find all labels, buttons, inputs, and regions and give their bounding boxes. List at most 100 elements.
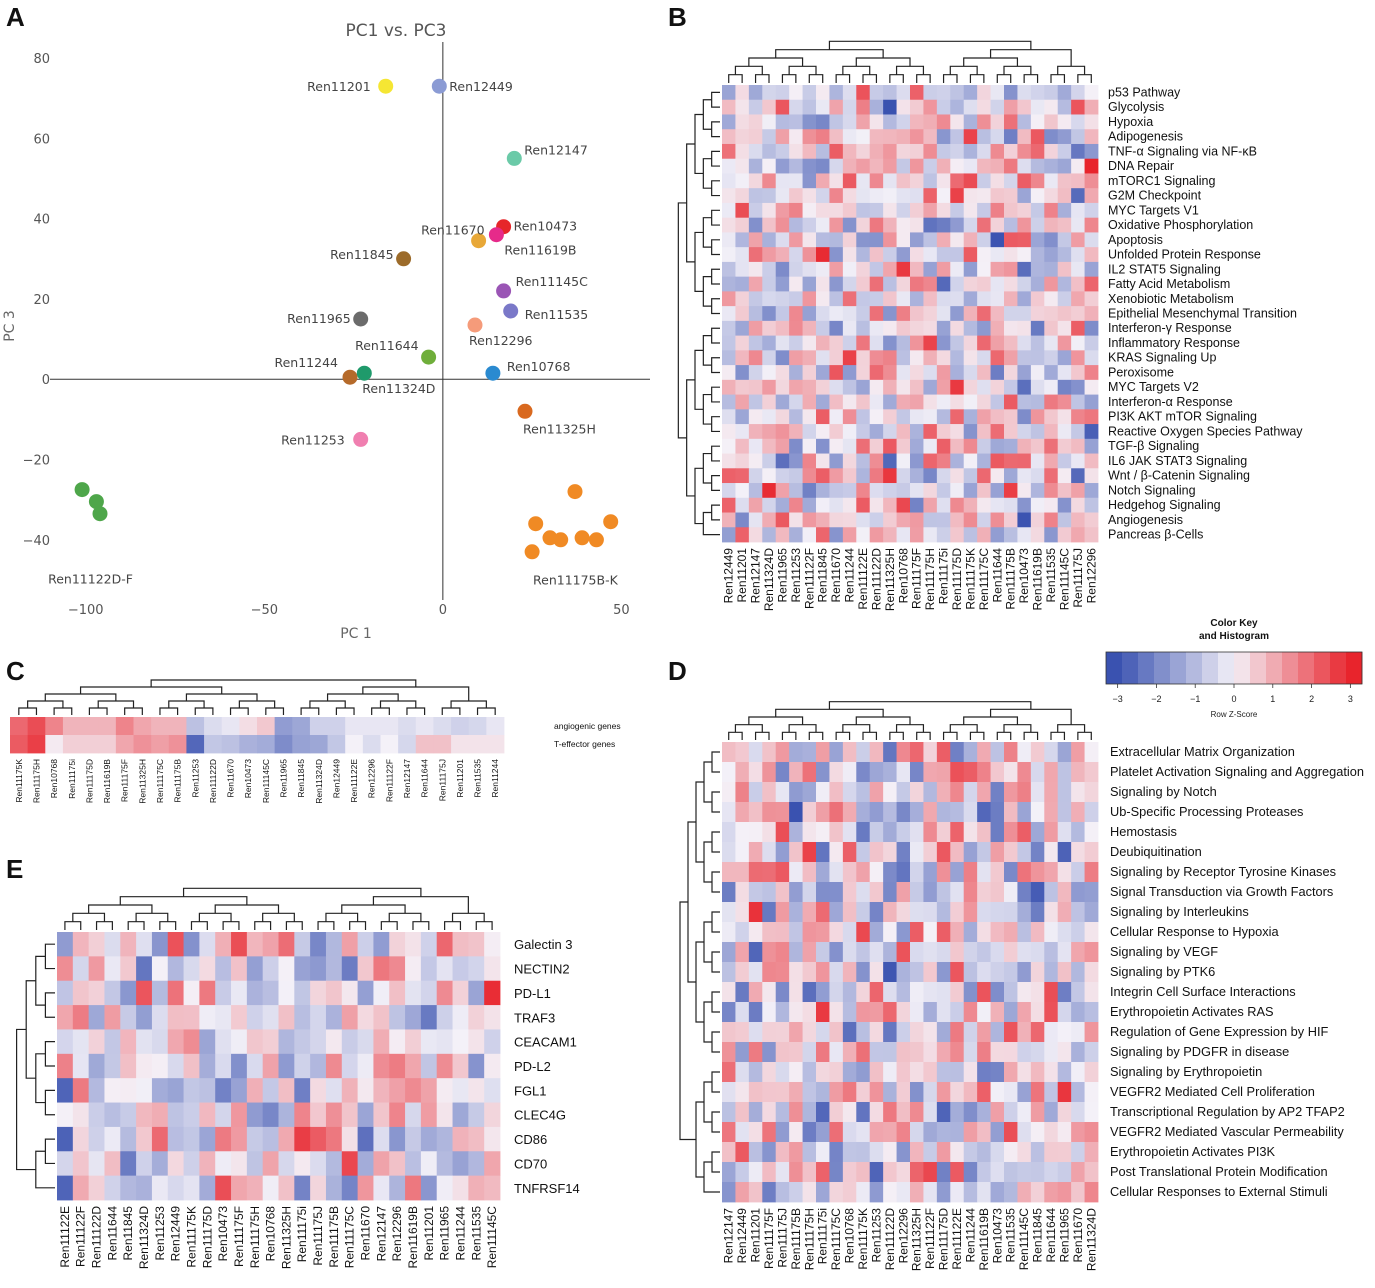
signature-col-label: Ren11175H bbox=[31, 759, 41, 803]
hallmark-cell bbox=[1004, 350, 1018, 366]
hallmark-cell bbox=[990, 158, 1005, 174]
reactome-cell bbox=[722, 1062, 736, 1083]
hallmark-row-label: Apoptosis bbox=[1108, 233, 1163, 247]
reactome-cell bbox=[748, 762, 763, 783]
hallmark-cell bbox=[829, 261, 844, 278]
hallmark-row-dendro-branch bbox=[711, 209, 720, 226]
reactome-cell bbox=[789, 902, 803, 923]
signature-col-label: Ren11175D bbox=[84, 759, 94, 803]
signature-col-label: Ren11965 bbox=[278, 759, 288, 798]
checkpoint-cell bbox=[405, 1175, 422, 1201]
reactome-col-label: Ren11845 bbox=[1031, 1208, 1045, 1263]
hallmark-cell bbox=[1004, 424, 1018, 440]
hallmark-cell bbox=[775, 114, 790, 130]
checkpoint-col-dendro-branch bbox=[254, 921, 272, 930]
reactome-cell bbox=[802, 1182, 817, 1203]
reactome-cell bbox=[816, 962, 830, 983]
signature-cell bbox=[168, 717, 187, 736]
hallmark-cell bbox=[1044, 143, 1059, 160]
checkpoint-cell bbox=[231, 1053, 248, 1079]
reactome-cell bbox=[762, 1042, 777, 1063]
hallmark-cell bbox=[829, 202, 844, 219]
hallmark-cell bbox=[950, 114, 965, 130]
reactome-cell bbox=[842, 842, 857, 863]
reactome-cell bbox=[789, 762, 803, 783]
hallmark-cell bbox=[775, 379, 790, 395]
hallmark-cell bbox=[950, 497, 965, 513]
hallmark-cell bbox=[869, 217, 884, 233]
checkpoint-cell bbox=[310, 1102, 327, 1128]
reactome-cell bbox=[762, 1102, 777, 1123]
hallmark-cell bbox=[1071, 129, 1085, 145]
reactome-cell bbox=[950, 782, 965, 803]
color-key-tick-label: −3 bbox=[1113, 694, 1123, 704]
reactome-cell bbox=[856, 742, 871, 763]
reactome-col-dendro-branch bbox=[788, 724, 817, 733]
reactome-cell bbox=[950, 962, 965, 983]
reactome-cell bbox=[1017, 942, 1032, 963]
reactome-cell bbox=[775, 902, 790, 923]
hallmark-cell bbox=[775, 232, 790, 248]
reactome-cell bbox=[816, 1042, 830, 1063]
checkpoint-cell bbox=[294, 1005, 311, 1030]
reactome-cell bbox=[883, 942, 897, 963]
reactome-cell bbox=[1057, 802, 1072, 823]
signature-cell bbox=[309, 735, 328, 754]
hallmark-cell bbox=[748, 85, 763, 101]
checkpoint-cell bbox=[88, 1078, 105, 1103]
reactome-cell bbox=[896, 962, 911, 983]
hallmark-cell bbox=[883, 99, 897, 115]
reactome-cell bbox=[923, 1162, 938, 1183]
hallmark-cell bbox=[1030, 129, 1045, 145]
reactome-cell bbox=[856, 822, 871, 843]
reactome-cell bbox=[1044, 1002, 1059, 1023]
hallmark-row-dendro-branch bbox=[711, 416, 720, 433]
checkpoint-cell bbox=[341, 980, 359, 1006]
pca-xtick-label: 0 bbox=[439, 603, 447, 618]
signature-cell bbox=[204, 735, 223, 754]
reactome-cell bbox=[842, 1082, 857, 1103]
hallmark-cell bbox=[1084, 365, 1099, 381]
hallmark-row-label: Wnt / β-Catenin Signaling bbox=[1108, 469, 1250, 483]
checkpoint-cell bbox=[357, 1053, 374, 1079]
checkpoint-cell bbox=[468, 1053, 485, 1079]
hallmark-cell bbox=[789, 232, 803, 248]
hallmark-cell bbox=[977, 261, 991, 278]
reactome-cell bbox=[842, 862, 857, 883]
checkpoint-col-label: Ren12449 bbox=[169, 1206, 183, 1262]
hallmark-cell bbox=[910, 512, 924, 528]
hallmark-cell bbox=[1044, 276, 1059, 292]
hallmark-cell bbox=[1030, 114, 1045, 130]
hallmark-cell bbox=[950, 424, 965, 440]
hallmark-cell bbox=[722, 261, 736, 278]
reactome-cell bbox=[802, 982, 817, 1003]
reactome-cell bbox=[722, 742, 736, 763]
checkpoint-cell bbox=[389, 1151, 406, 1177]
hallmark-cell bbox=[762, 497, 777, 513]
reactome-cell bbox=[789, 1082, 803, 1103]
reactome-cell bbox=[963, 962, 978, 983]
hallmark-cell bbox=[923, 173, 938, 189]
hallmark-cell bbox=[950, 306, 965, 322]
hallmark-cell bbox=[762, 85, 777, 101]
checkpoint-cell bbox=[420, 1175, 438, 1201]
reactome-cell bbox=[883, 1002, 897, 1023]
hallmark-cell bbox=[802, 379, 817, 395]
hallmark-cell bbox=[762, 424, 777, 440]
checkpoint-col-dendro-branch bbox=[451, 912, 485, 922]
hallmark-col-label: Ren11324D bbox=[762, 548, 776, 611]
reactome-cell bbox=[1084, 1022, 1099, 1043]
hallmark-cell bbox=[775, 173, 790, 189]
reactome-cell bbox=[842, 1022, 857, 1043]
hallmark-cell bbox=[936, 202, 951, 219]
reactome-cell bbox=[936, 1122, 951, 1143]
hallmark-cell bbox=[1057, 335, 1072, 351]
hallmark-cell bbox=[856, 394, 871, 410]
reactome-cell bbox=[856, 1062, 871, 1083]
reactome-cell bbox=[1057, 862, 1072, 883]
reactome-cell bbox=[735, 1022, 750, 1043]
hallmark-cell bbox=[735, 438, 750, 454]
hallmark-cell bbox=[977, 527, 991, 543]
reactome-cell bbox=[869, 1122, 884, 1143]
hallmark-cell bbox=[936, 379, 951, 395]
